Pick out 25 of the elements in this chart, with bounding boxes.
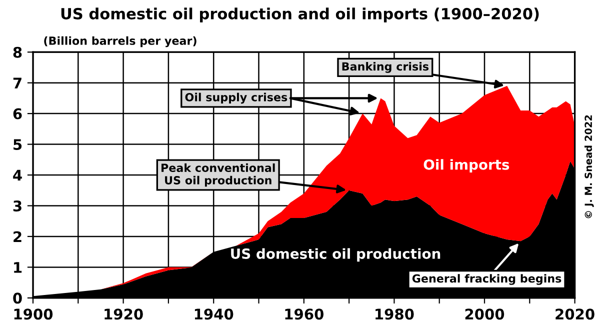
y-tick-label: 6 (13, 108, 22, 120)
y-tick-label: 1 (14, 262, 22, 273)
x-tick-label: 1980 (376, 308, 414, 320)
x-tick-label: 1960 (285, 308, 324, 320)
y-tick-label: 2 (14, 231, 22, 242)
y-tick-label: 8 (13, 46, 22, 58)
annotation: General fracking begins (412, 274, 562, 285)
annotation: Oil supply crises (185, 92, 288, 104)
y-tick-label: 7 (13, 78, 22, 88)
y-tick-label: 4 (13, 170, 22, 181)
text: © J. M. Snead 2022 (584, 115, 594, 218)
series-label: Oil imports (424, 159, 510, 173)
annotation: Peak conventional US oil production (162, 163, 275, 187)
x-tick-label: 1920 (104, 308, 143, 320)
chart-title: US domestic oil production and oil imports (1900–2020) (61, 8, 539, 22)
annotation: Banking crisis (342, 62, 429, 73)
series-label: US domestic oil production (231, 248, 440, 262)
x-tick-label: 2020 (556, 308, 594, 320)
y-tick-label: 5 (14, 139, 22, 150)
y-tick-label: 3 (13, 200, 22, 212)
x-tick-label: 1940 (194, 308, 234, 320)
x-tick-label: 1900 (14, 308, 53, 320)
y-tick-label: 0 (13, 292, 22, 304)
x-tick-label: 2000 (465, 308, 504, 320)
y-axis-title: (Billion barrels per year) (44, 36, 196, 48)
